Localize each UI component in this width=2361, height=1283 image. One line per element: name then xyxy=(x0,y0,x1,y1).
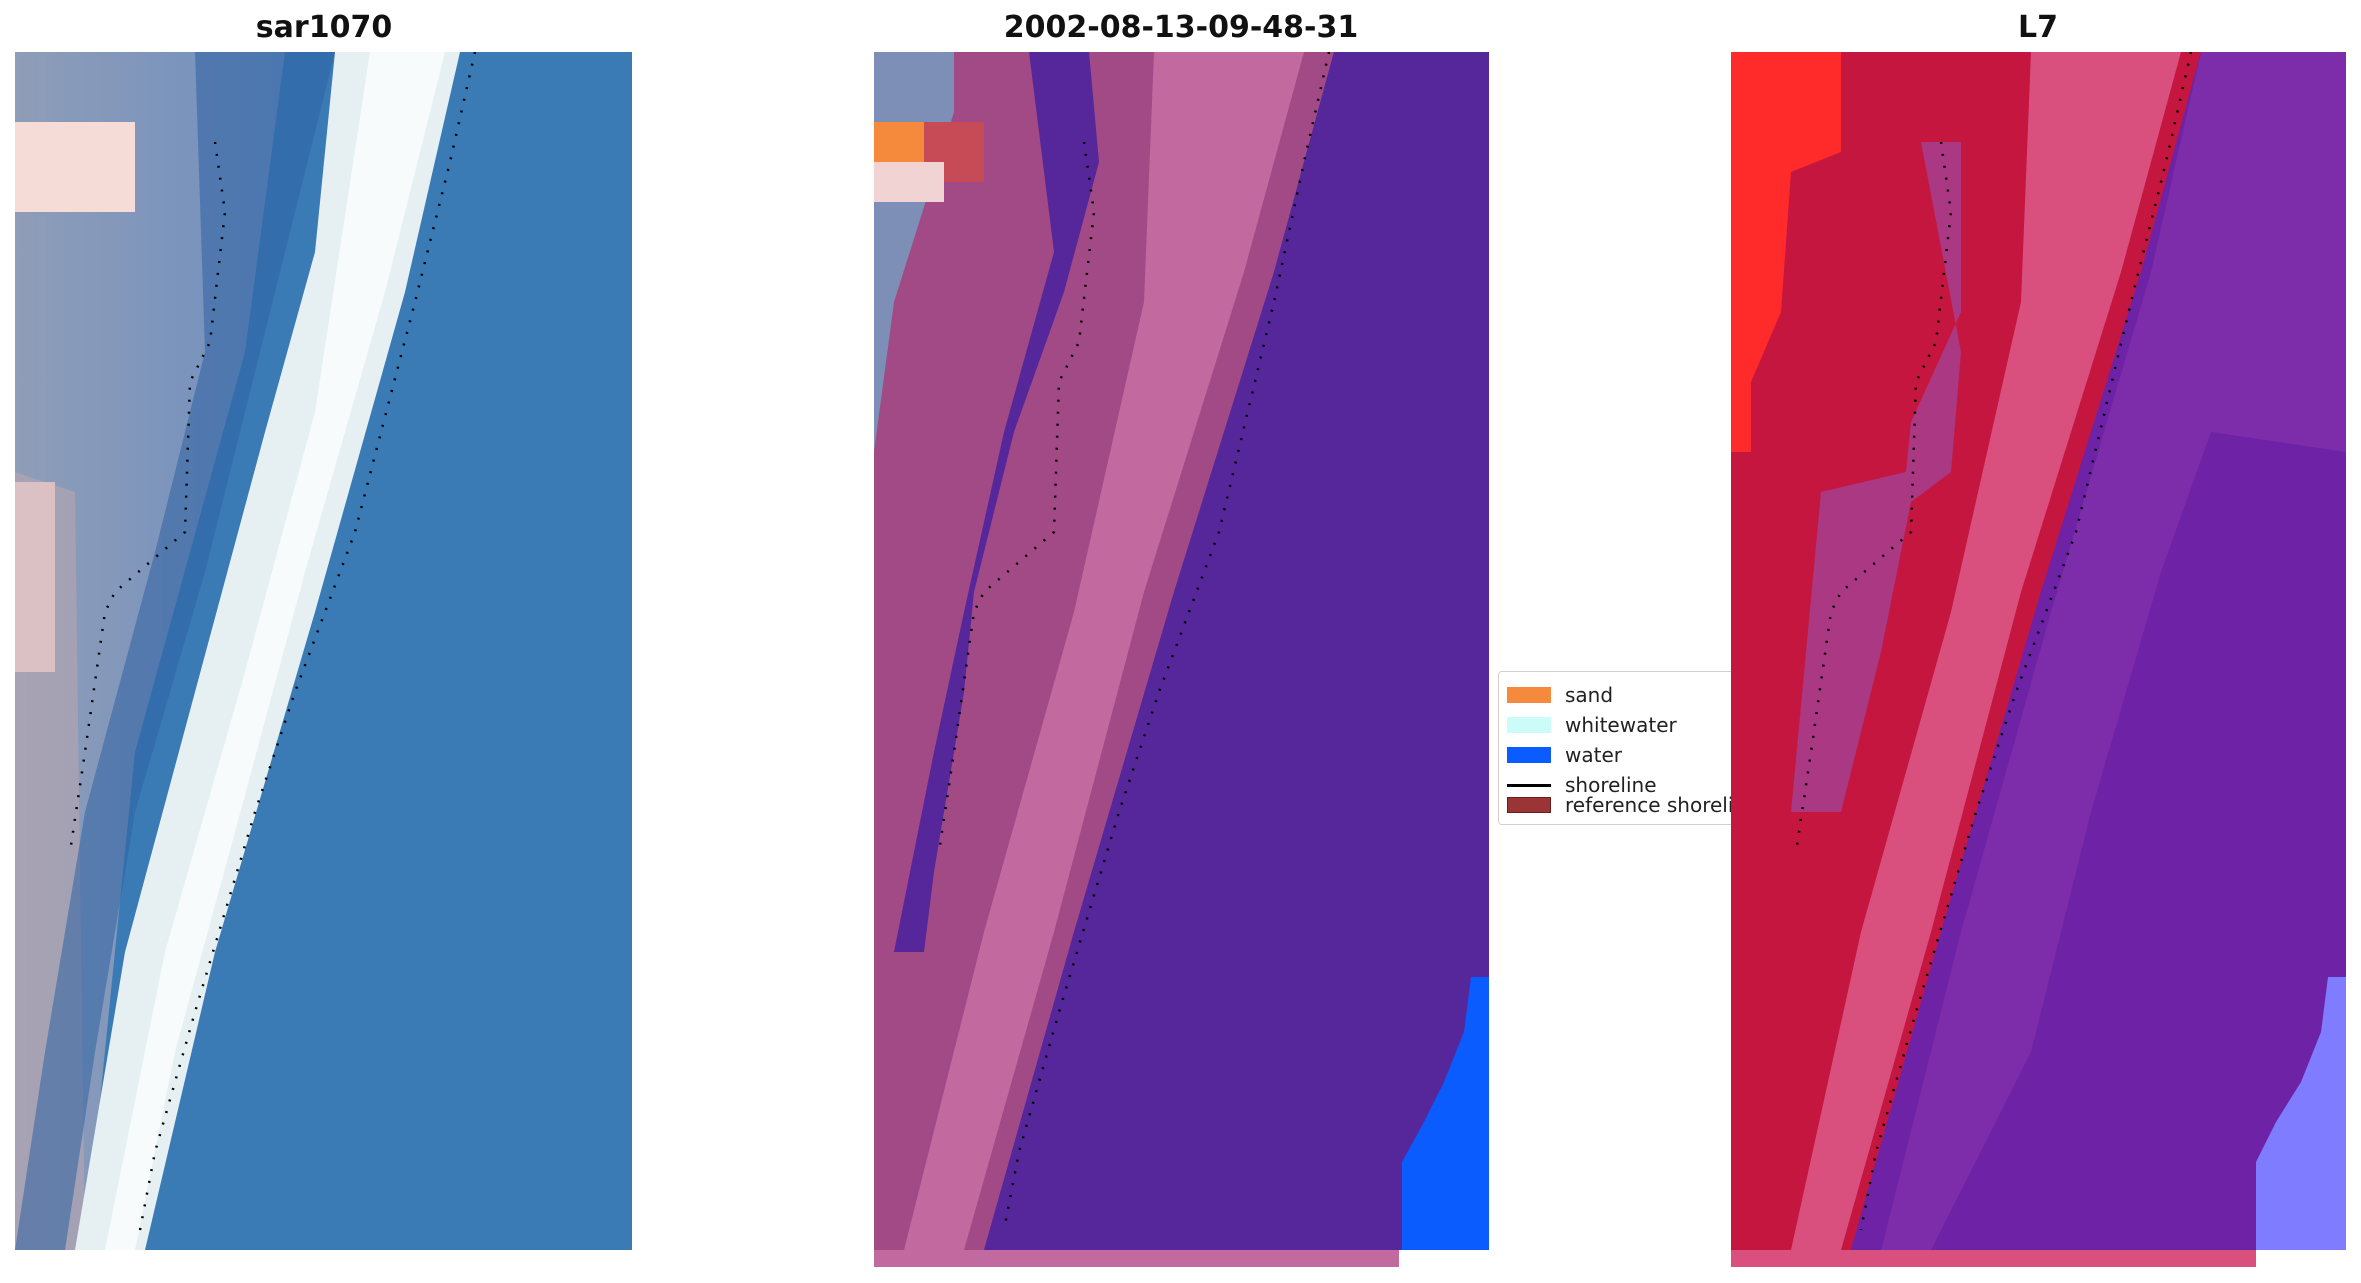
reference-shoreline-swatch xyxy=(1507,797,1551,813)
classified-bottom-strip xyxy=(874,1250,1399,1267)
panel-title-classification: 2002-08-13-09-48-31 xyxy=(1003,10,1359,45)
classification-panel xyxy=(874,52,1489,1250)
rgb-image xyxy=(15,52,632,1250)
panel-title-index: L7 xyxy=(2018,10,2058,45)
rgb-image-panel xyxy=(15,52,632,1250)
index-image-panel xyxy=(1731,52,2346,1250)
whitewater-swatch xyxy=(1507,717,1551,733)
panel-title-rgb: sar1070 xyxy=(255,10,393,45)
legend-label: sand xyxy=(1565,683,1614,707)
index-image xyxy=(1731,52,2346,1250)
legend-item-shoreline: shoreline xyxy=(1507,773,1657,797)
legend-item-water: water xyxy=(1507,743,1622,767)
legend-item-whitewater: whitewater xyxy=(1507,713,1677,737)
classified-image xyxy=(874,52,1489,1250)
legend-item-sand: sand xyxy=(1507,683,1614,707)
legend-label: reference shoreline xyxy=(1565,793,1759,817)
legend-label: shoreline xyxy=(1565,773,1657,797)
legend-label: water xyxy=(1565,743,1622,767)
legend-item-reference-shoreline: reference shoreline xyxy=(1507,793,1759,817)
legend: sand whitewater water shoreline referenc… xyxy=(1498,671,1758,825)
sand-swatch xyxy=(1507,687,1551,703)
water-swatch xyxy=(1507,747,1551,763)
legend-label: whitewater xyxy=(1565,713,1677,737)
index-bottom-strip xyxy=(1731,1250,2256,1267)
shoreline-line-swatch xyxy=(1507,783,1551,787)
